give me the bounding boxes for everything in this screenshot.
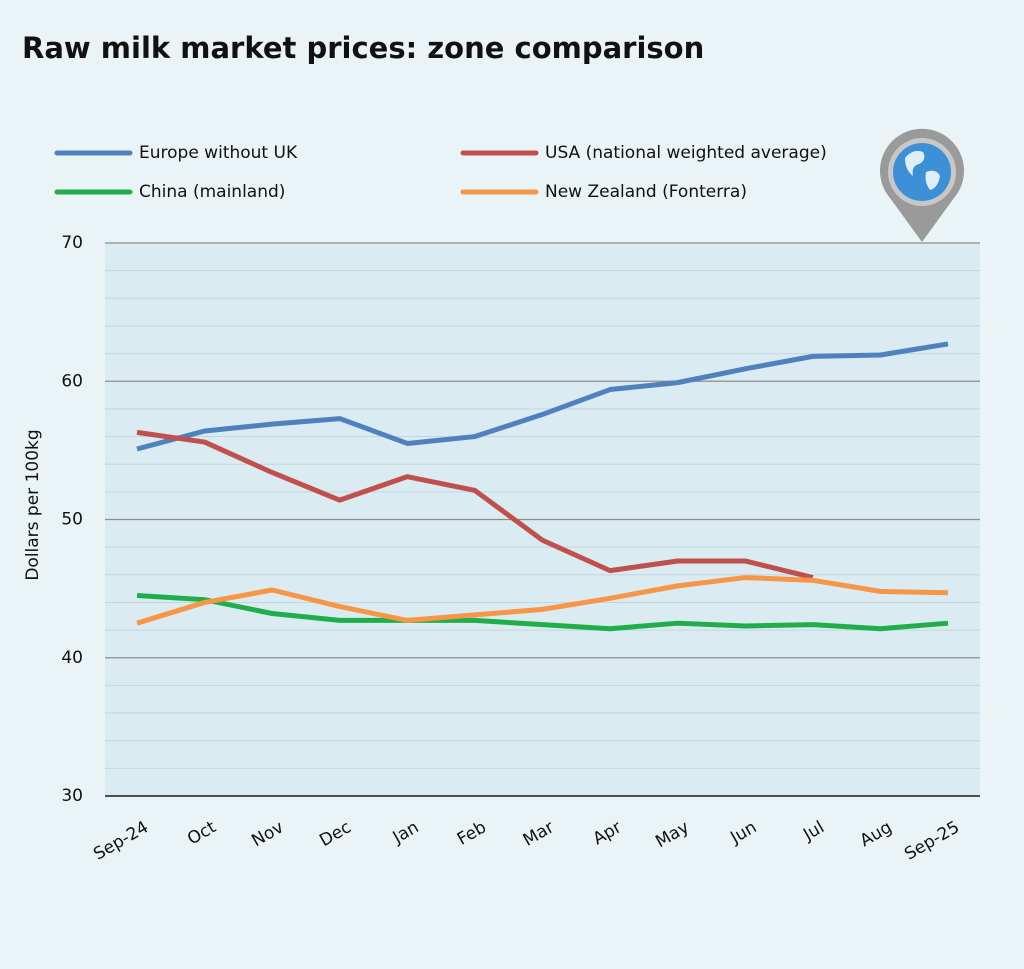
globe-icon [880, 128, 965, 242]
legend-label: China (mainland) [139, 182, 285, 202]
series-line [136, 575, 949, 626]
chart-title: Raw milk market prices: zone comparison [22, 31, 704, 65]
y-tick-label: 50 [61, 510, 83, 530]
y-axis-label: Dollars per 100kg [23, 429, 43, 580]
series-line [136, 429, 814, 580]
series-line [136, 593, 949, 632]
legend-label: New Zealand (Fonterra) [545, 182, 747, 202]
legend-label: Europe without UK [139, 143, 298, 163]
series-line [136, 341, 949, 452]
legend-label: USA (national weighted average) [545, 143, 827, 163]
y-tick-label: 30 [61, 786, 83, 806]
y-tick-label: 40 [61, 648, 83, 668]
y-tick-label: 70 [61, 233, 83, 253]
y-tick-label: 60 [61, 371, 83, 391]
